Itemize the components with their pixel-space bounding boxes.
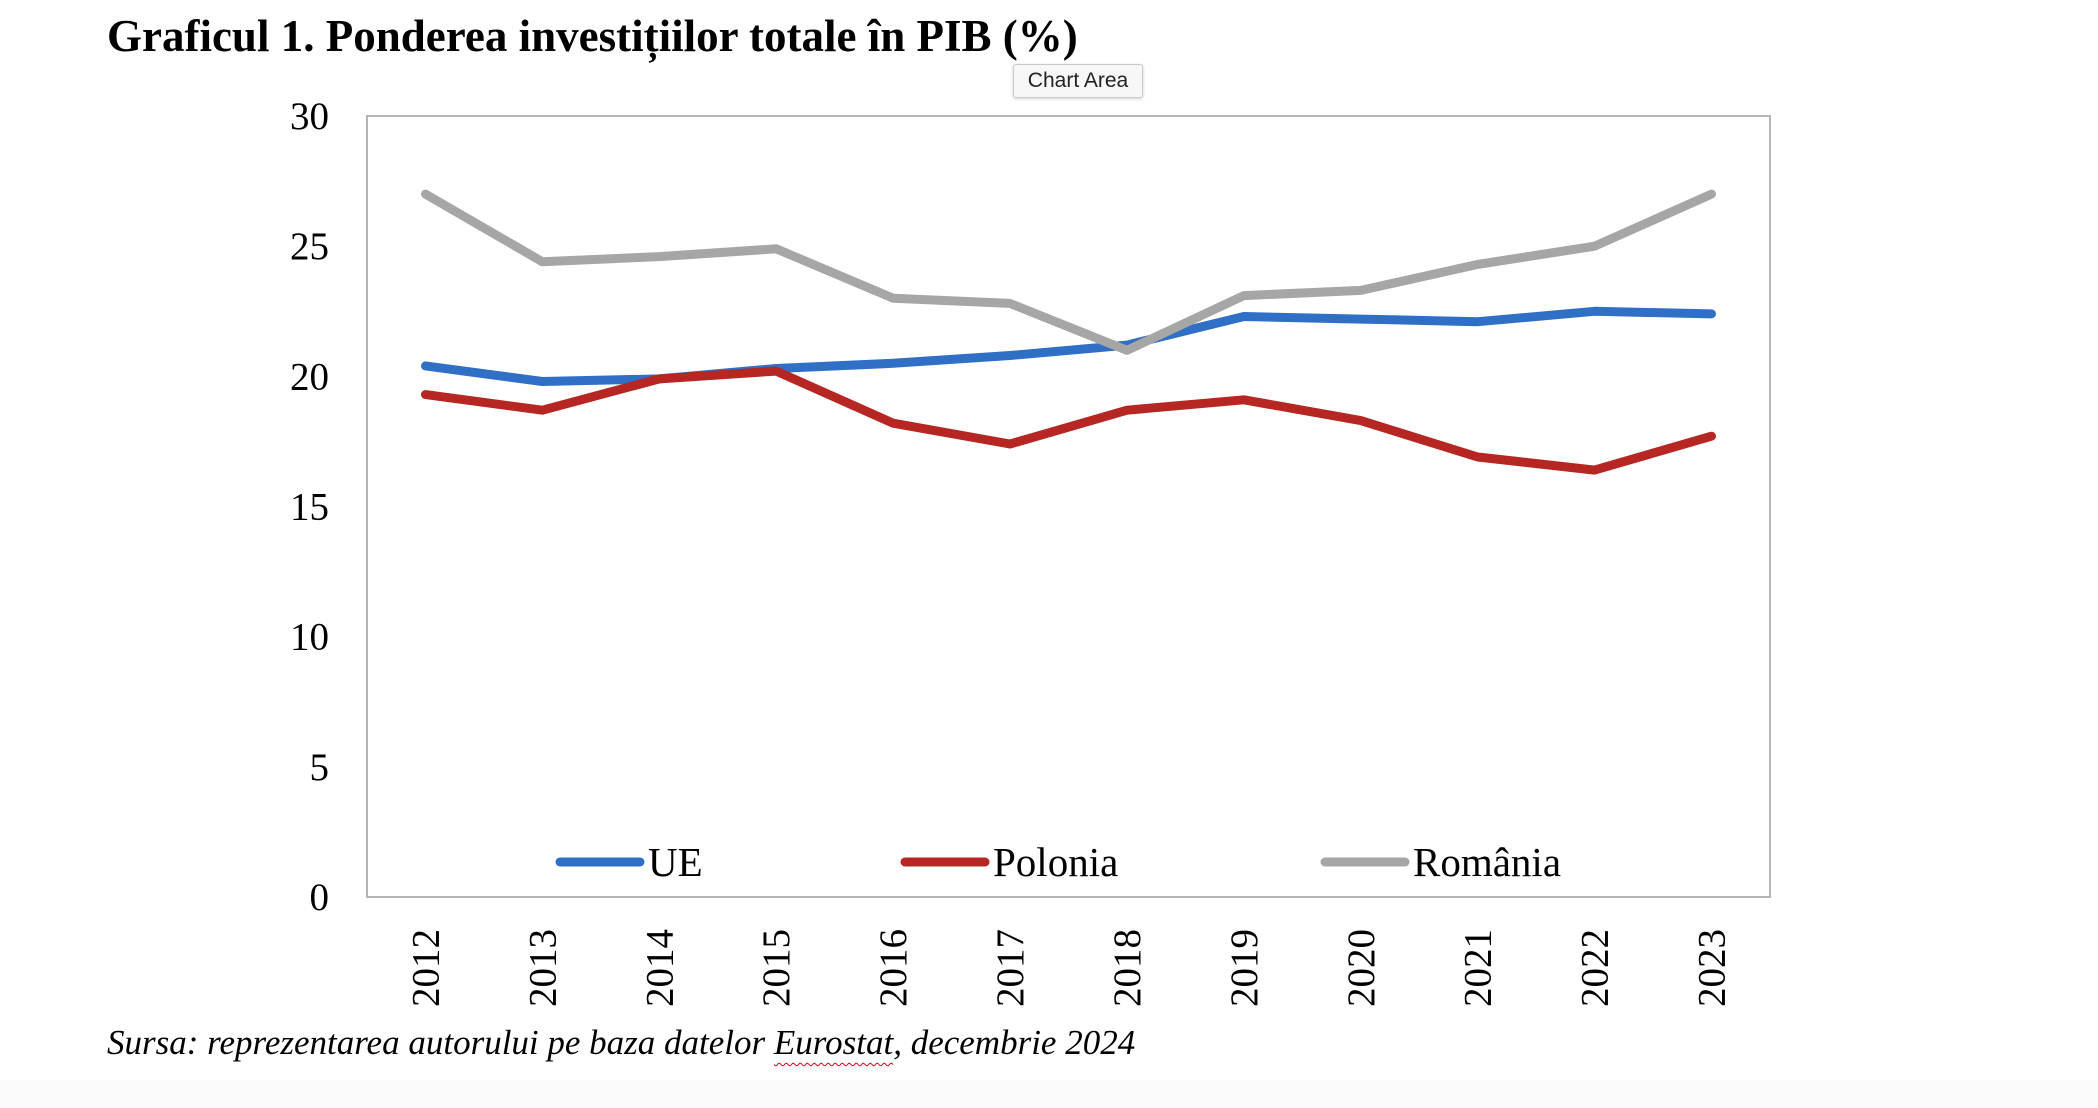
legend-label: UE [648, 839, 703, 885]
series-line-românia[interactable] [421, 189, 1716, 355]
legend[interactable]: UE Polonia România [555, 839, 1561, 885]
x-tick-label: 2020 [1340, 929, 1383, 1007]
legend-label: România [1413, 839, 1561, 885]
x-tick-label: 2013 [521, 929, 564, 1007]
page-title: Graficul 1. Ponderea investițiilor total… [107, 11, 1078, 61]
source-prefix: Sursa: reprezentarea autorului pe baza d… [107, 1023, 774, 1062]
x-tick-label: 2016 [872, 929, 915, 1007]
plot-area[interactable] [366, 115, 1771, 898]
y-tick-label: 15 [290, 486, 329, 529]
y-tick-label: 10 [290, 616, 329, 659]
source-suffix: , decembrie 2024 [893, 1023, 1136, 1062]
y-tick-label: 25 [290, 225, 329, 268]
x-axis-tick-labels: 2012 2013 2014 2015 2016 2017 2018 2019 2020 2021… [404, 929, 1733, 1007]
x-tick-label: 2014 [638, 929, 681, 1007]
x-tick-label: 2015 [755, 929, 798, 1007]
x-tick-label: 2023 [1691, 929, 1734, 1007]
source-highlight: Eurostat [773, 1023, 894, 1062]
legend-label: Polonia [993, 839, 1118, 885]
source-note: Sursa: reprezentarea autorului pe baza d… [107, 1023, 1135, 1063]
y-tick-label: 5 [310, 746, 330, 789]
x-tick-label: 2012 [404, 929, 447, 1007]
bottom-band [0, 1080, 2098, 1108]
series-lines [421, 189, 1716, 475]
x-tick-label: 2018 [1106, 929, 1149, 1007]
y-tick-label: 0 [310, 876, 330, 919]
x-tick-label: 2017 [989, 929, 1032, 1007]
y-tick-label: 20 [290, 355, 329, 398]
x-tick-label: 2022 [1574, 929, 1617, 1007]
series-line-polonia[interactable] [421, 366, 1716, 475]
x-tick-label: 2021 [1457, 929, 1500, 1007]
chart-area-tooltip: Chart Area [1013, 64, 1143, 98]
x-tick-label: 2019 [1223, 929, 1266, 1007]
series-line-ue[interactable] [421, 306, 1716, 386]
y-axis-tick-labels: 0 5 10 15 20 25 30 [290, 95, 329, 919]
y-tick-label: 30 [290, 95, 329, 138]
